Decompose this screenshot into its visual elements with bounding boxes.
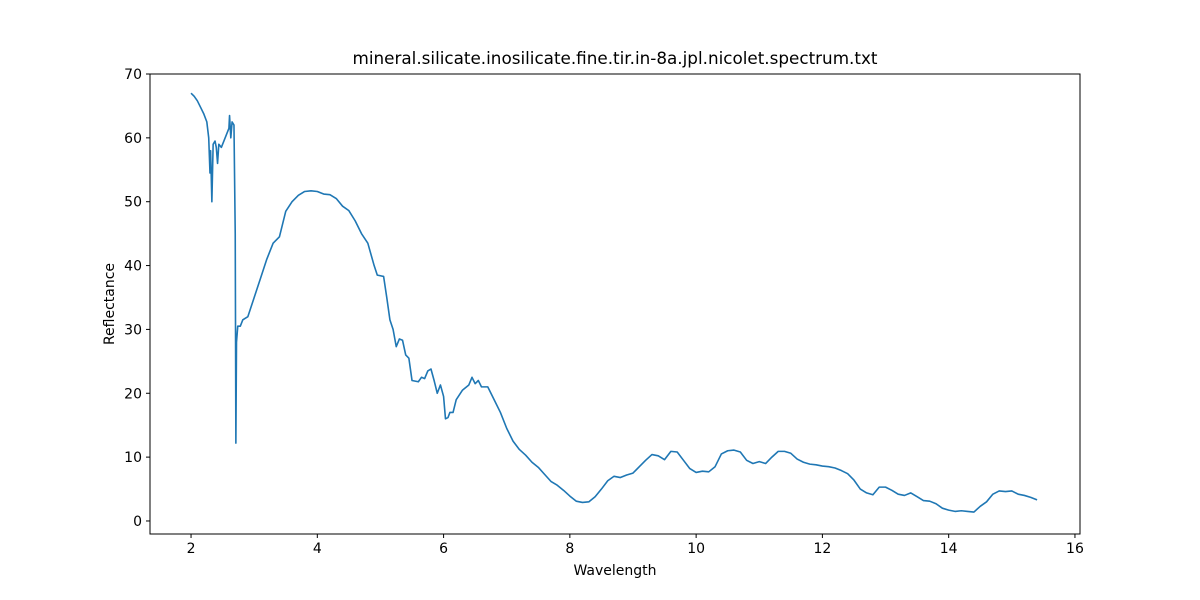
y-tick-label: 50: [124, 195, 142, 211]
y-tick-label: 20: [124, 386, 142, 402]
x-tick-label: 6: [439, 541, 448, 557]
x-tick-label: 16: [1066, 541, 1084, 557]
x-tick-label: 4: [313, 541, 322, 557]
x-tick-label: 12: [813, 541, 831, 557]
x-axis-label: Wavelength: [573, 563, 656, 579]
y-tick-label: 10: [124, 450, 142, 466]
y-tick-label: 30: [124, 322, 142, 338]
x-tick-label: 14: [940, 541, 958, 557]
x-tick-label: 10: [687, 541, 705, 557]
y-tick-label: 60: [124, 131, 142, 147]
y-tick-label: 40: [124, 259, 142, 275]
y-tick-label: 0: [133, 514, 142, 530]
y-axis-label: Reflectance: [102, 263, 118, 345]
line: [190, 92, 1038, 513]
x-tick-label: 8: [565, 541, 574, 557]
chart-title: mineral.silicate.inosilicate.fine.tir.in…: [353, 48, 878, 68]
plot-frame: [149, 73, 1081, 535]
x-tick-label: 2: [187, 541, 196, 557]
y-tick-label: 70: [124, 67, 142, 83]
